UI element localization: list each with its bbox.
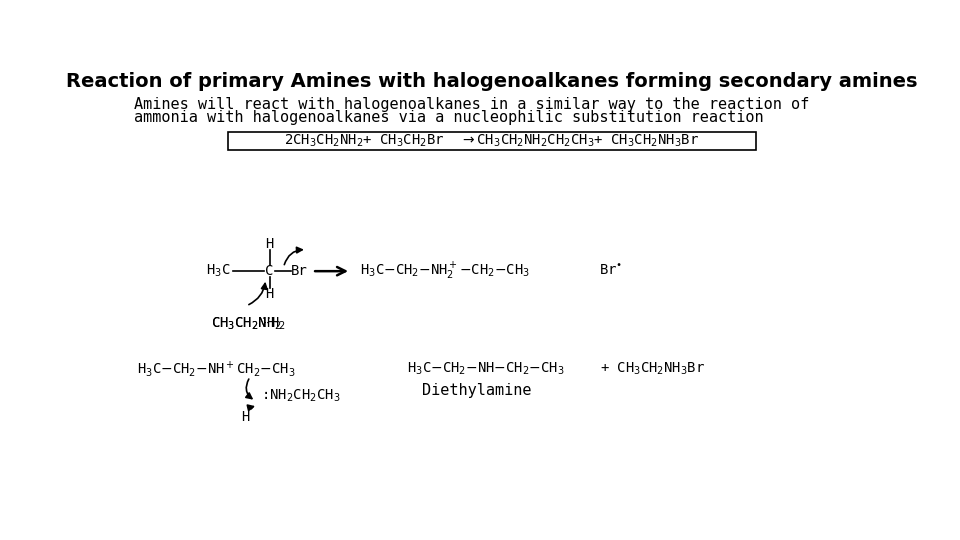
Text: + CH$_3$CH$_2$NH$_3$Br: + CH$_3$CH$_2$NH$_3$Br: [601, 361, 706, 377]
Text: ammonia with halogenoalkanes via a nucleophilic substitution reaction: ammonia with halogenoalkanes via a nucle…: [134, 110, 763, 125]
Text: Br$^{\bullet}$: Br$^{\bullet}$: [599, 264, 622, 279]
Text: 2CH$_3$CH$_2$NH$_2$+ CH$_3$CH$_2$Br  $\rightarrow$CH$_3$CH$_2$NH$_2$CH$_2$CH$_3$: 2CH$_3$CH$_2$NH$_2$+ CH$_3$CH$_2$Br $\ri…: [284, 133, 700, 149]
Text: H: H: [241, 410, 250, 424]
Text: H: H: [265, 237, 274, 251]
Text: ..: ..: [260, 311, 273, 321]
Text: H$_3$C$-$CH$_2$$-$NH$_2^+$$-$CH$_2$$-$CH$_3$: H$_3$C$-$CH$_2$$-$NH$_2^+$$-$CH$_2$$-$CH…: [360, 260, 531, 282]
Text: Amines will react with halogenoalkanes in a similar way to the reaction of: Amines will react with halogenoalkanes i…: [134, 97, 809, 112]
Text: H: H: [265, 287, 274, 301]
Text: :NH$_2$CH$_2$CH$_3$: :NH$_2$CH$_2$CH$_3$: [261, 388, 341, 404]
Text: CH$_3$CH$_2$N$\ddot{}$H$_2$: CH$_3$CH$_2$N$\ddot{}$H$_2$: [211, 315, 282, 332]
Text: Reaction of primary Amines with halogenoalkanes forming secondary amines: Reaction of primary Amines with halogeno…: [66, 72, 918, 91]
Text: CH$_3$CH$_2$N: CH$_3$CH$_2$N: [211, 315, 268, 332]
FancyArrowPatch shape: [248, 405, 253, 410]
FancyBboxPatch shape: [228, 132, 756, 150]
Text: Br: Br: [291, 264, 308, 278]
Text: Diethylamine: Diethylamine: [422, 383, 532, 398]
FancyArrowPatch shape: [249, 284, 267, 305]
Text: H$_3$C$-$CH$_2$$-$NH$-$CH$_2$$-$CH$_3$: H$_3$C$-$CH$_2$$-$NH$-$CH$_2$$-$CH$_3$: [407, 361, 564, 377]
Text: H$_2$: H$_2$: [271, 315, 286, 332]
Text: C: C: [265, 264, 274, 278]
FancyArrowPatch shape: [246, 379, 252, 399]
Text: H$_3$C$-$CH$_2$$-$NH$^+$CH$_2$$-$CH$_3$: H$_3$C$-$CH$_2$$-$NH$^+$CH$_2$$-$CH$_3$: [137, 359, 296, 379]
FancyArrowPatch shape: [284, 247, 302, 265]
Text: H$_3$C: H$_3$C: [206, 263, 230, 279]
